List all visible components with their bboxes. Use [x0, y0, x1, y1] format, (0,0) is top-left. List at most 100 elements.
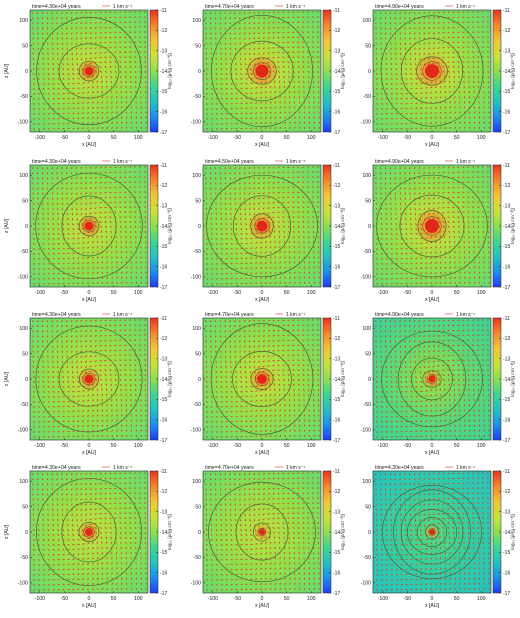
velocity-arrowhead [48, 238, 50, 240]
velocity-arrowhead [467, 70, 470, 73]
velocity-arrowhead [229, 53, 232, 56]
velocity-arrowhead [32, 33, 34, 35]
velocity-arrowhead [51, 22, 54, 25]
velocity-arrowhead [486, 26, 489, 28]
velocity-arrowhead [289, 126, 291, 129]
velocity-arrowhead [260, 112, 263, 114]
velocity-arrowhead [58, 247, 61, 250]
velocity-arrowhead [394, 48, 397, 51]
velocity-arrowhead [404, 33, 406, 35]
velocity-arrowhead [101, 256, 104, 258]
panel-title: time=4.30e+04 years [32, 4, 81, 10]
velocity-arrowhead [226, 117, 229, 120]
velocity-arrowhead [56, 167, 58, 170]
velocity-arrowhead [306, 26, 309, 28]
velocity-arrowhead [57, 228, 60, 230]
velocity-arrowhead [42, 43, 44, 46]
velocity-arrowhead [390, 48, 392, 51]
velocity-arrowhead [109, 66, 112, 68]
velocity-arrowhead [134, 56, 136, 58]
velocity-arrowhead [423, 32, 425, 35]
velocity-arrowhead [449, 90, 451, 93]
velocity-arrowhead [444, 85, 446, 88]
velocity-arrowhead [133, 46, 136, 48]
velocity-arrowhead [437, 37, 440, 39]
velocity-arrowhead [248, 27, 251, 30]
velocity-arrowhead [437, 27, 440, 29]
velocity-arrowhead [308, 111, 311, 113]
velocity-arrowhead [471, 26, 474, 28]
velocity-arrowhead [284, 106, 286, 108]
velocity-arrowhead [58, 112, 61, 115]
velocity-arrowhead [38, 263, 41, 265]
velocity-arrowhead [206, 88, 209, 90]
velocity-arrowhead [381, 128, 384, 130]
velocity-arrowhead [487, 85, 490, 88]
velocity-arrowhead [245, 122, 248, 125]
velocity-arrowhead [96, 90, 99, 93]
velocity-arrowhead [111, 256, 113, 258]
velocity-arrowhead [483, 106, 485, 108]
velocity-arrowhead [410, 73, 413, 76]
velocity-arrowhead [128, 191, 131, 193]
velocity-arrowhead [99, 42, 101, 44]
velocity-arrowhead [87, 96, 90, 99]
velocity-arrowhead [282, 66, 285, 68]
velocity-arrowhead [92, 86, 94, 88]
velocity-arrowhead [396, 97, 399, 100]
velocity-arrowhead [214, 33, 217, 35]
velocity-arrowhead [428, 47, 430, 50]
velocity-arrowhead [53, 97, 56, 100]
velocity-arrowhead [103, 51, 106, 54]
velocity-arrowhead [119, 56, 121, 58]
velocity-arrowhead [279, 111, 281, 114]
velocity-arrowhead [262, 37, 265, 39]
velocity-arrowhead [98, 51, 101, 54]
velocity-arrowhead [99, 47, 101, 49]
velocity-arrowhead [472, 56, 474, 58]
velocity-arrowhead [119, 51, 121, 53]
velocity-arrowhead [245, 73, 248, 76]
velocity-arrowhead [234, 58, 237, 61]
velocity-arrowhead [427, 53, 430, 55]
velocity-arrowhead [58, 257, 61, 260]
velocity-arrowhead [231, 127, 233, 130]
velocity-arrowhead [281, 41, 284, 44]
velocity-arrowhead [70, 167, 73, 170]
velocity-arrowhead [421, 92, 423, 94]
velocity-arrowhead [414, 53, 416, 56]
velocity-arrowhead [253, 22, 255, 25]
colorbar-tick-label: -17 [503, 130, 510, 136]
velocity-arrowhead [101, 85, 103, 88]
velocity-arrowhead [135, 111, 138, 113]
velocity-arrowhead [111, 106, 113, 108]
velocity-arrowhead [125, 100, 128, 103]
velocity-arrowhead [205, 177, 207, 180]
panel-plot: time=4.30e+04 years 1 km s⁻¹100500-50-100… [4, 159, 173, 303]
velocity-arrowhead [47, 58, 49, 61]
velocity-arrowhead [143, 11, 146, 13]
velocity-arrowhead [144, 245, 147, 248]
legend-label: 1 km s⁻¹ [113, 159, 132, 165]
velocity-arrowhead [43, 78, 45, 80]
velocity-arrowhead [425, 117, 428, 119]
velocity-arrowhead [483, 95, 485, 98]
velocity-arrowhead [123, 11, 126, 13]
velocity-arrowhead [400, 68, 403, 71]
velocity-arrowhead [224, 22, 227, 25]
velocity-arrowhead [123, 191, 126, 194]
velocity-arrowhead [118, 196, 121, 199]
velocity-arrowhead [215, 218, 218, 221]
velocity-arrowhead [432, 42, 435, 45]
velocity-arrowhead [391, 103, 394, 105]
velocity-arrowhead [57, 68, 60, 71]
y-tick-label: -100 [18, 120, 28, 126]
velocity-arrowhead [128, 16, 131, 18]
velocity-arrowhead [75, 43, 78, 45]
velocity-arrowhead [274, 111, 277, 114]
velocity-arrowhead [481, 51, 484, 53]
velocity-arrowhead [458, 90, 461, 93]
colorbar-tick-label: -11 [503, 8, 510, 14]
velocity-arrowhead [272, 42, 274, 44]
velocity-arrowhead [224, 12, 227, 15]
